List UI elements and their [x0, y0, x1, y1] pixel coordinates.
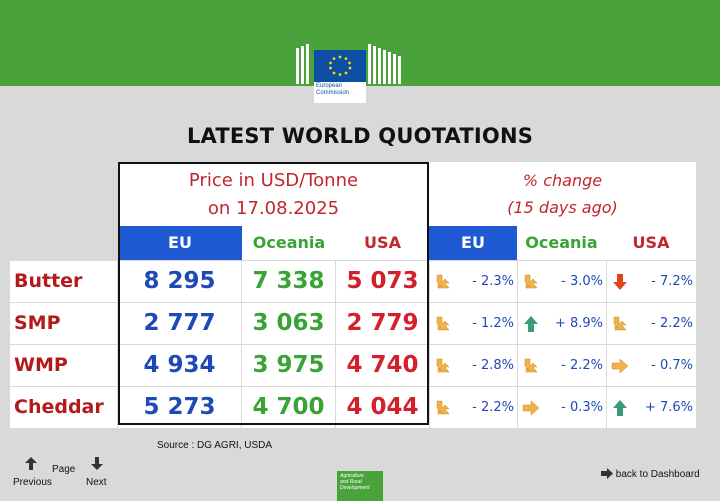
- change-header: % change (15 days ago): [429, 162, 696, 226]
- price-butter-usa: 5 073: [336, 261, 429, 302]
- change-value: - 7.2%: [651, 274, 693, 289]
- change-butter-usa: - 7.2%: [607, 261, 696, 302]
- price-smp-eu: 2 777: [118, 303, 241, 344]
- next-label: Next: [86, 477, 107, 488]
- page-title: LATEST WORLD QUOTATIONS: [186, 124, 534, 148]
- price-wmp-usa: 4 740: [336, 345, 429, 386]
- price-smp-usa: 2 779: [336, 303, 429, 344]
- change-value: - 0.3%: [561, 400, 603, 415]
- arrow-down-right-icon: [436, 316, 450, 331]
- product-name-smp: SMP: [10, 303, 117, 344]
- col-header-change-eu: EU: [429, 226, 517, 260]
- price-header-line2: on 17.08.2025: [207, 198, 340, 219]
- change-value: + 7.6%: [644, 400, 693, 415]
- price-wmp-eu: 4 934: [118, 345, 241, 386]
- logo-line-2: Commission: [316, 90, 350, 96]
- change-value: - 1.2%: [472, 316, 514, 331]
- previous-label: Previous: [13, 477, 52, 488]
- product-name-cheddar: Cheddar: [10, 387, 117, 428]
- back-to-dashboard-link[interactable]: back to Dashboard: [601, 468, 700, 480]
- change-smp-oceania: + 8.9%: [518, 303, 606, 344]
- page-label: Page: [52, 464, 76, 475]
- col-header-price-oceania: Oceania: [242, 226, 336, 260]
- change-smp-usa: - 2.2%: [607, 303, 696, 344]
- berlaymont-building-icon: [296, 44, 401, 84]
- price-cheddar-eu: 5 273: [118, 387, 241, 428]
- change-value: + 8.9%: [554, 316, 603, 331]
- agri-logo-line2: and Rural: [340, 479, 362, 485]
- product-name-wmp: WMP: [10, 345, 117, 386]
- price-header: Price in USD/Tonne on 17.08.2025: [118, 162, 429, 226]
- col-header-change-usa: USA: [606, 226, 696, 260]
- arrow-down-right-icon: [524, 274, 538, 289]
- change-value: - 2.2%: [651, 316, 693, 331]
- arrow-down-right-icon: [524, 358, 538, 373]
- arrow-down-icon: [613, 274, 627, 290]
- arrow-up-icon: [613, 400, 627, 416]
- arrow-right-icon: [601, 468, 613, 479]
- change-butter-eu: - 2.3%: [430, 261, 517, 302]
- arrow-down-icon: [91, 457, 103, 470]
- logo-line-1: European: [316, 83, 343, 89]
- arrow-down-right-icon: [436, 400, 450, 415]
- change-value: - 2.3%: [472, 274, 514, 289]
- european-commission-logo: European Commission: [292, 42, 410, 104]
- logo-label: European Commission: [314, 82, 366, 103]
- col-header-price-usa: USA: [336, 226, 429, 260]
- agri-logo-line3: Development: [340, 485, 370, 491]
- price-cheddar-oceania: 4 700: [242, 387, 335, 428]
- back-to-dashboard-label: back to Dashboard: [615, 469, 700, 480]
- change-smp-eu: - 1.2%: [430, 303, 517, 344]
- change-cheddar-eu: - 2.2%: [430, 387, 517, 428]
- col-header-change-oceania: Oceania: [517, 226, 606, 260]
- arrow-right-icon: [522, 400, 540, 416]
- arrow-down-right-icon: [436, 358, 450, 373]
- agriculture-dg-logo: Agriculture and Rural Development: [337, 471, 383, 501]
- change-cheddar-usa: + 7.6%: [607, 387, 696, 428]
- arrow-down-right-icon: [613, 316, 627, 331]
- change-wmp-usa: - 0.7%: [607, 345, 696, 386]
- change-value: - 2.2%: [472, 400, 514, 415]
- product-name-butter: Butter: [10, 261, 117, 302]
- change-value: - 0.7%: [651, 358, 693, 373]
- change-header-line1: % change: [522, 171, 603, 190]
- source-note: Source : DG AGRI, USDA: [157, 440, 273, 451]
- arrow-right-icon: [611, 358, 629, 374]
- change-wmp-eu: - 2.8%: [430, 345, 517, 386]
- price-header-line1: Price in USD/Tonne: [188, 170, 359, 191]
- arrow-up-icon: [25, 457, 37, 470]
- next-button[interactable]: Next: [84, 457, 114, 489]
- col-header-price-eu: EU: [118, 226, 242, 260]
- price-butter-oceania: 7 338: [242, 261, 335, 302]
- change-header-line2: (15 days ago): [507, 198, 618, 217]
- arrow-up-icon: [524, 316, 538, 332]
- change-butter-oceania: - 3.0%: [518, 261, 606, 302]
- price-butter-eu: 8 295: [118, 261, 241, 302]
- arrow-down-right-icon: [436, 274, 450, 289]
- price-cheddar-usa: 4 044: [336, 387, 429, 428]
- change-value: - 3.0%: [561, 274, 603, 289]
- price-wmp-oceania: 3 975: [242, 345, 335, 386]
- change-value: - 2.8%: [472, 358, 514, 373]
- previous-button[interactable]: Previous: [13, 457, 53, 489]
- change-wmp-oceania: - 2.2%: [518, 345, 606, 386]
- change-value: - 2.2%: [561, 358, 603, 373]
- change-cheddar-oceania: - 0.3%: [518, 387, 606, 428]
- price-smp-oceania: 3 063: [242, 303, 335, 344]
- agri-logo-line1: Agriculture: [340, 473, 364, 479]
